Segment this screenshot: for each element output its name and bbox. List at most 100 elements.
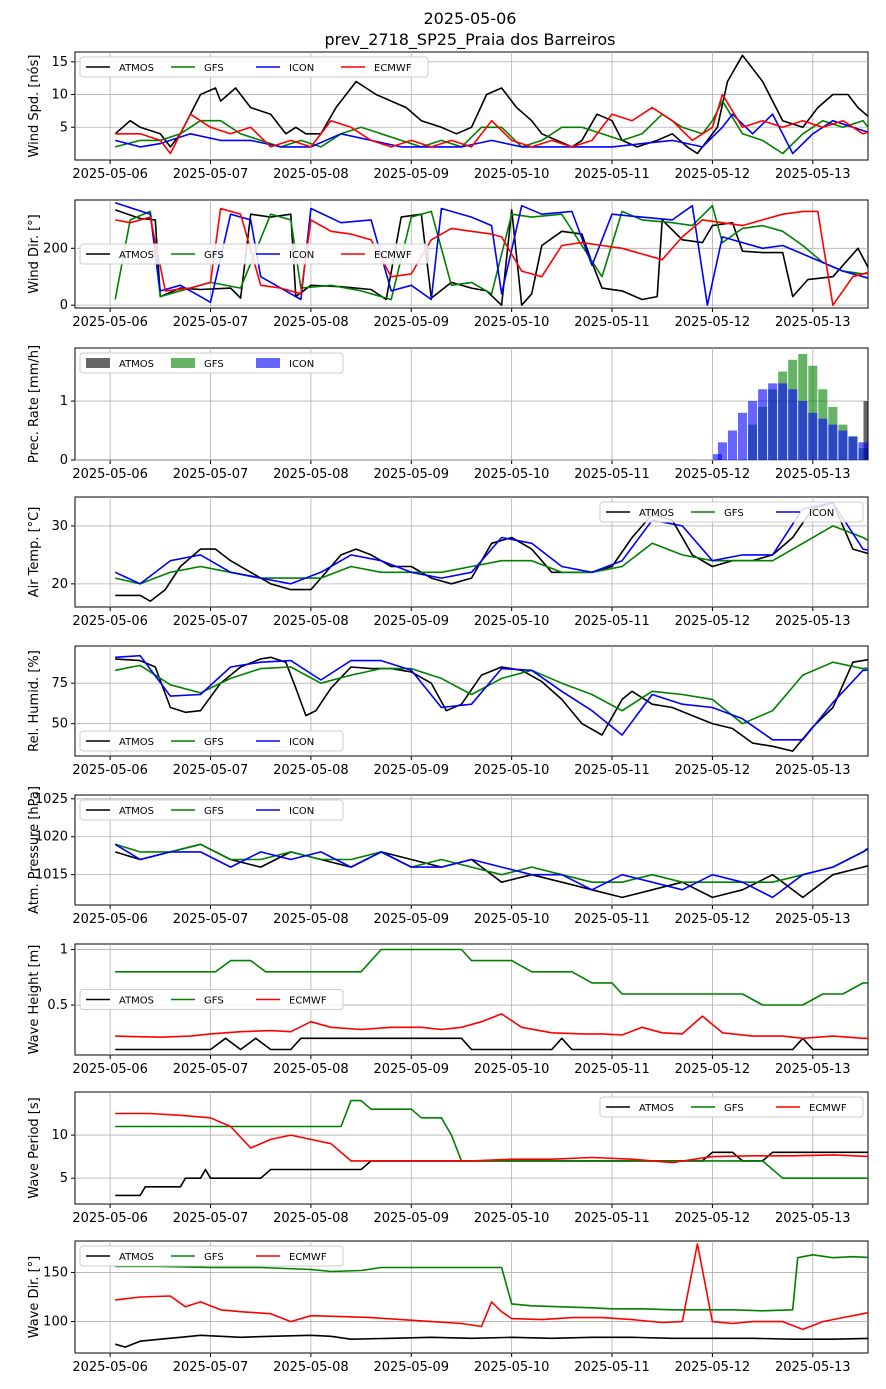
x-tick-label: 2025-05-11 <box>574 912 650 927</box>
series-line-icon <box>114 113 868 155</box>
bar-icon <box>828 424 838 460</box>
y-axis-label: Wave Dir. [°] <box>27 1256 42 1339</box>
x-tick-label: 2025-05-06 <box>72 1062 148 1077</box>
x-tick-label: 2025-05-13 <box>775 1062 851 1077</box>
bar-icon <box>758 389 768 460</box>
panel-9: 2025-05-06 2025-05-07 2025-05-08 2025-05-09… <box>27 1240 869 1375</box>
panel-6: 2025-05-06 2025-05-07 2025-05-08 2025-05-09… <box>27 786 869 927</box>
y-axis-label: Air Temp. [°C] <box>27 507 42 598</box>
x-tick-label: 2025-05-08 <box>273 614 349 629</box>
series-line-ecmwf <box>115 1243 868 1331</box>
series-line-ecmwf <box>115 1112 868 1164</box>
y-tick-label: 100 <box>43 1315 68 1330</box>
legend-box <box>79 799 344 821</box>
series-line-atmos <box>114 209 868 307</box>
legend-label-ecmwf: ECMWF <box>374 250 412 261</box>
series-line-atmos <box>114 1334 868 1348</box>
x-tick-label: 2025-05-11 <box>574 1360 650 1375</box>
x-tick-label: 2025-05-08 <box>273 1360 349 1375</box>
bar-icon <box>808 412 818 460</box>
legend-label-atmos: ATMOS <box>119 359 154 370</box>
bar-icon <box>818 418 828 460</box>
y-tick-label: 1 <box>60 943 68 958</box>
x-tick-label: 2025-05-06 <box>72 614 148 629</box>
legend: ATMOS GFS ICON ECMWF <box>79 243 429 265</box>
y-axis-label: Wave Height [m] <box>27 945 42 1055</box>
y-tick-label: 5 <box>60 1171 68 1186</box>
x-tick-label: 2025-05-12 <box>675 467 751 482</box>
y-axis-label: Prec. Rate [mm/h] <box>27 345 42 463</box>
x-tick-label: 2025-05-09 <box>373 1211 449 1226</box>
x-tick-label: 2025-05-10 <box>474 1062 550 1077</box>
bar-icon <box>778 383 788 460</box>
x-tick-label: 2025-05-11 <box>574 1062 650 1077</box>
x-tick-label: 2025-05-07 <box>173 167 249 182</box>
x-tick-label: 2025-05-07 <box>173 467 249 482</box>
y-tick-label: 1015 <box>35 868 68 883</box>
legend-label-gfs: GFS <box>204 63 224 74</box>
legend-label-atmos: ATMOS <box>119 250 154 261</box>
legend-label-ecmwf: ECMWF <box>809 1103 847 1114</box>
y-tick-label: 0 <box>60 298 68 313</box>
y-axis-label: Rel. Humid. [%] <box>27 650 42 752</box>
x-tick-label: 2025-05-12 <box>675 614 751 629</box>
x-tick-label: 2025-05-11 <box>574 1211 650 1226</box>
x-tick-label: 2025-05-07 <box>173 763 249 778</box>
figure-title-line2: prev_2718_SP25_Praia dos Barreiros <box>325 30 616 50</box>
series-line-atmos <box>115 1037 868 1051</box>
x-tick-label: 2025-05-08 <box>273 1062 349 1077</box>
legend-box <box>79 243 429 265</box>
legend: ATMOS GFS ICON <box>599 501 864 523</box>
series-line-icon <box>114 202 868 307</box>
series-line-gfs <box>115 525 868 585</box>
y-tick-label: 1025 <box>35 792 68 807</box>
legend-label-atmos: ATMOS <box>639 1103 674 1114</box>
y-tick-label: 5 <box>60 120 68 135</box>
x-tick-label: 2025-05-09 <box>373 912 449 927</box>
legend-label-atmos: ATMOS <box>119 1252 154 1263</box>
legend-label-icon: ICON <box>289 737 314 748</box>
x-tick-label: 2025-05-09 <box>373 1062 449 1077</box>
x-tick-label: 2025-05-08 <box>273 1211 349 1226</box>
legend-label-gfs: GFS <box>204 359 224 370</box>
series-icon <box>712 383 868 460</box>
y-axis-label: Atm. Pressure [hPa] <box>27 786 42 914</box>
legend-swatch-icon <box>256 358 280 368</box>
x-tick-label: 2025-05-06 <box>72 315 148 330</box>
legend-label-icon: ICON <box>289 63 314 74</box>
legend-label-icon: ICON <box>289 250 314 261</box>
series-line-ecmwf <box>115 1013 868 1040</box>
panel-4: 2025-05-06 2025-05-07 2025-05-08 2025-05-09… <box>27 496 869 629</box>
x-tick-label: 2025-05-10 <box>474 167 550 182</box>
series-line-gfs <box>115 661 868 725</box>
y-tick-label: 50 <box>51 717 68 732</box>
x-tick-label: 2025-05-10 <box>474 315 550 330</box>
bar-icon <box>798 401 808 460</box>
x-tick-label: 2025-05-08 <box>273 912 349 927</box>
legend: ATMOS GFS ECMWF <box>79 989 344 1010</box>
legend-box <box>599 1096 864 1118</box>
legend-label-icon: ICON <box>289 806 314 817</box>
x-tick-label: 2025-05-06 <box>72 1360 148 1375</box>
legend-label-icon: ICON <box>289 359 314 370</box>
y-tick-label: 10 <box>51 1128 68 1143</box>
legend-label-atmos: ATMOS <box>119 996 154 1007</box>
bar-icon <box>788 389 798 460</box>
x-tick-label: 2025-05-08 <box>273 763 349 778</box>
y-tick-label: 1 <box>60 394 68 409</box>
x-tick-label: 2025-05-07 <box>173 1360 249 1375</box>
y-tick-label: 0 <box>60 453 68 468</box>
x-tick-label: 2025-05-07 <box>173 614 249 629</box>
legend-label-gfs: GFS <box>204 806 224 817</box>
x-tick-label: 2025-05-12 <box>675 1360 751 1375</box>
legend: ATMOS GFS ICON <box>79 799 344 821</box>
plot-area <box>114 54 868 155</box>
x-tick-label: 2025-05-09 <box>373 614 449 629</box>
subplot-stack: 2025-05-06 2025-05-07 2025-05-08 2025-05-09… <box>27 51 869 1375</box>
x-tick-label: 2025-05-13 <box>775 1211 851 1226</box>
series-line-ecmwf <box>115 207 868 307</box>
bar-icon <box>768 383 778 460</box>
x-tick-label: 2025-05-09 <box>373 763 449 778</box>
x-tick-label: 2025-05-13 <box>775 467 851 482</box>
